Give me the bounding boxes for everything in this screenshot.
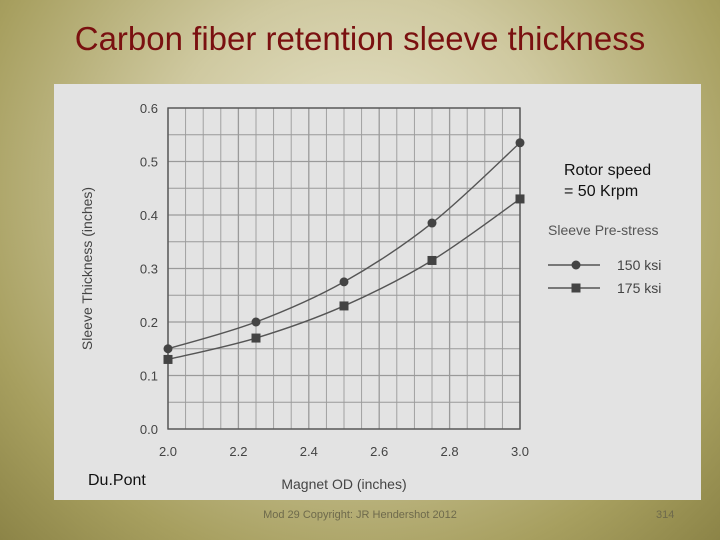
x-tick-label: 2.8 xyxy=(441,444,459,459)
legend-label-1: 150 ksi xyxy=(617,257,661,273)
data-point-square xyxy=(339,301,349,311)
x-tick-label: 2.0 xyxy=(159,444,177,459)
y-tick-label: 0.4 xyxy=(140,208,158,223)
series-layer xyxy=(163,138,525,364)
y-tick-label: 0.6 xyxy=(140,101,158,116)
page-number: 314 xyxy=(656,509,675,521)
y-tick-label: 0.5 xyxy=(140,155,158,170)
data-point-square xyxy=(427,255,437,265)
data-point-circle xyxy=(251,317,261,327)
x-tick-label: 2.6 xyxy=(370,444,388,459)
sleeve-thickness-chart: 0.00.10.20.30.40.50.62.0 2.2 2.4 2.6 2.8 3.0 … xyxy=(79,101,661,492)
footer-copyright: Mod 29 Copyright: JR Hendershot 2012 xyxy=(263,509,457,521)
legend-title: Sleeve Pre-stress xyxy=(548,222,658,238)
data-point-circle xyxy=(163,344,173,354)
x-tick-label: 2.2 xyxy=(229,444,247,459)
y-tick-label: 0.3 xyxy=(140,262,158,277)
grid-lines xyxy=(167,107,521,430)
rotor-speed-line-2: = 50 Krpm xyxy=(564,183,639,200)
data-point-square xyxy=(163,354,173,364)
legend-marker-circle xyxy=(571,260,581,270)
rotor-speed-note: Rotor speed = 50 Krpm xyxy=(564,160,651,202)
y-axis-label: Sleeve Thickness (inches) xyxy=(79,187,95,350)
rotor-speed-line-1: Rotor speed xyxy=(564,162,652,179)
y-tick-label: 0.1 xyxy=(140,369,158,384)
data-point-circle xyxy=(427,218,437,228)
plot-frame xyxy=(167,107,521,430)
x-axis-label: Magnet OD (inches) xyxy=(281,476,406,492)
chart-panel: 0.0 0.1 0.2 0.3 0.4 0.5 0.6 2.0 2.2 2.4 2.6 2.8 3.0 … xyxy=(54,84,701,500)
data-point-circle xyxy=(515,138,525,148)
data-point-square xyxy=(515,194,525,204)
y-tick-label: 0.2 xyxy=(140,315,158,330)
legend-marker-square xyxy=(571,283,581,293)
legend-label-2: 175 ksi xyxy=(617,280,661,296)
tick-labels: 0.0 0.1 0.2 0.3 0.4 0.5 0.6 2.0 2.2 2.4 2.6 2.8 3.0 xyxy=(140,101,529,459)
data-point-square xyxy=(251,333,261,343)
data-point-circle xyxy=(339,277,349,287)
x-tick-label: 2.4 xyxy=(300,444,318,459)
x-tick-label: 3.0 xyxy=(511,444,529,459)
slide-title: Carbon fiber retention sleeve thickness xyxy=(74,20,646,57)
legend: Sleeve Pre-stress 150 ksi 175 ksi xyxy=(548,222,661,296)
y-tick-label: 0.0 xyxy=(140,422,158,437)
source-label: Du.Pont xyxy=(88,472,146,489)
